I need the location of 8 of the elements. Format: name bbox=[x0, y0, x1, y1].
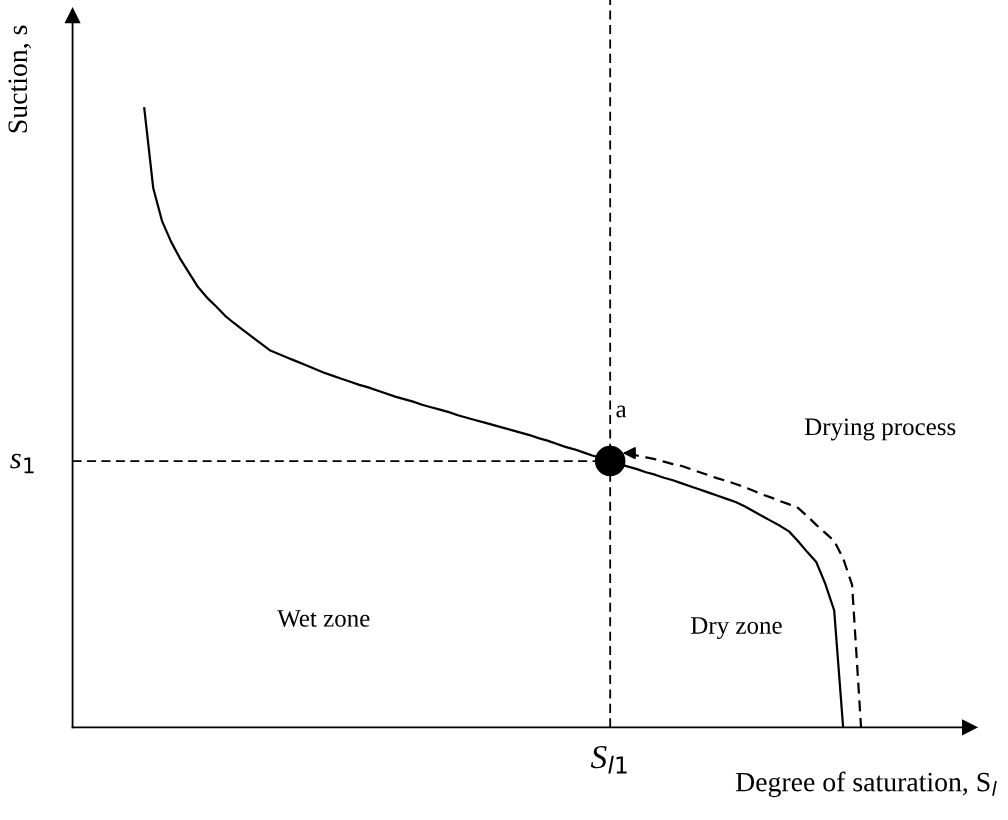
annotation: Wet zone bbox=[277, 610, 370, 627]
y-axis-title: Suction, s bbox=[8, 25, 32, 133]
x-axis-title: Degree of saturation, S$_{l}$ bbox=[735, 771, 997, 798]
ref-line-label: s$_{1}$ bbox=[10, 453, 34, 474]
text: S$_{l1}$ bbox=[590, 745, 627, 774]
annotation: Drying process bbox=[804, 418, 956, 441]
annotation: Dry zone bbox=[691, 617, 782, 640]
annotation: a bbox=[616, 405, 627, 418]
